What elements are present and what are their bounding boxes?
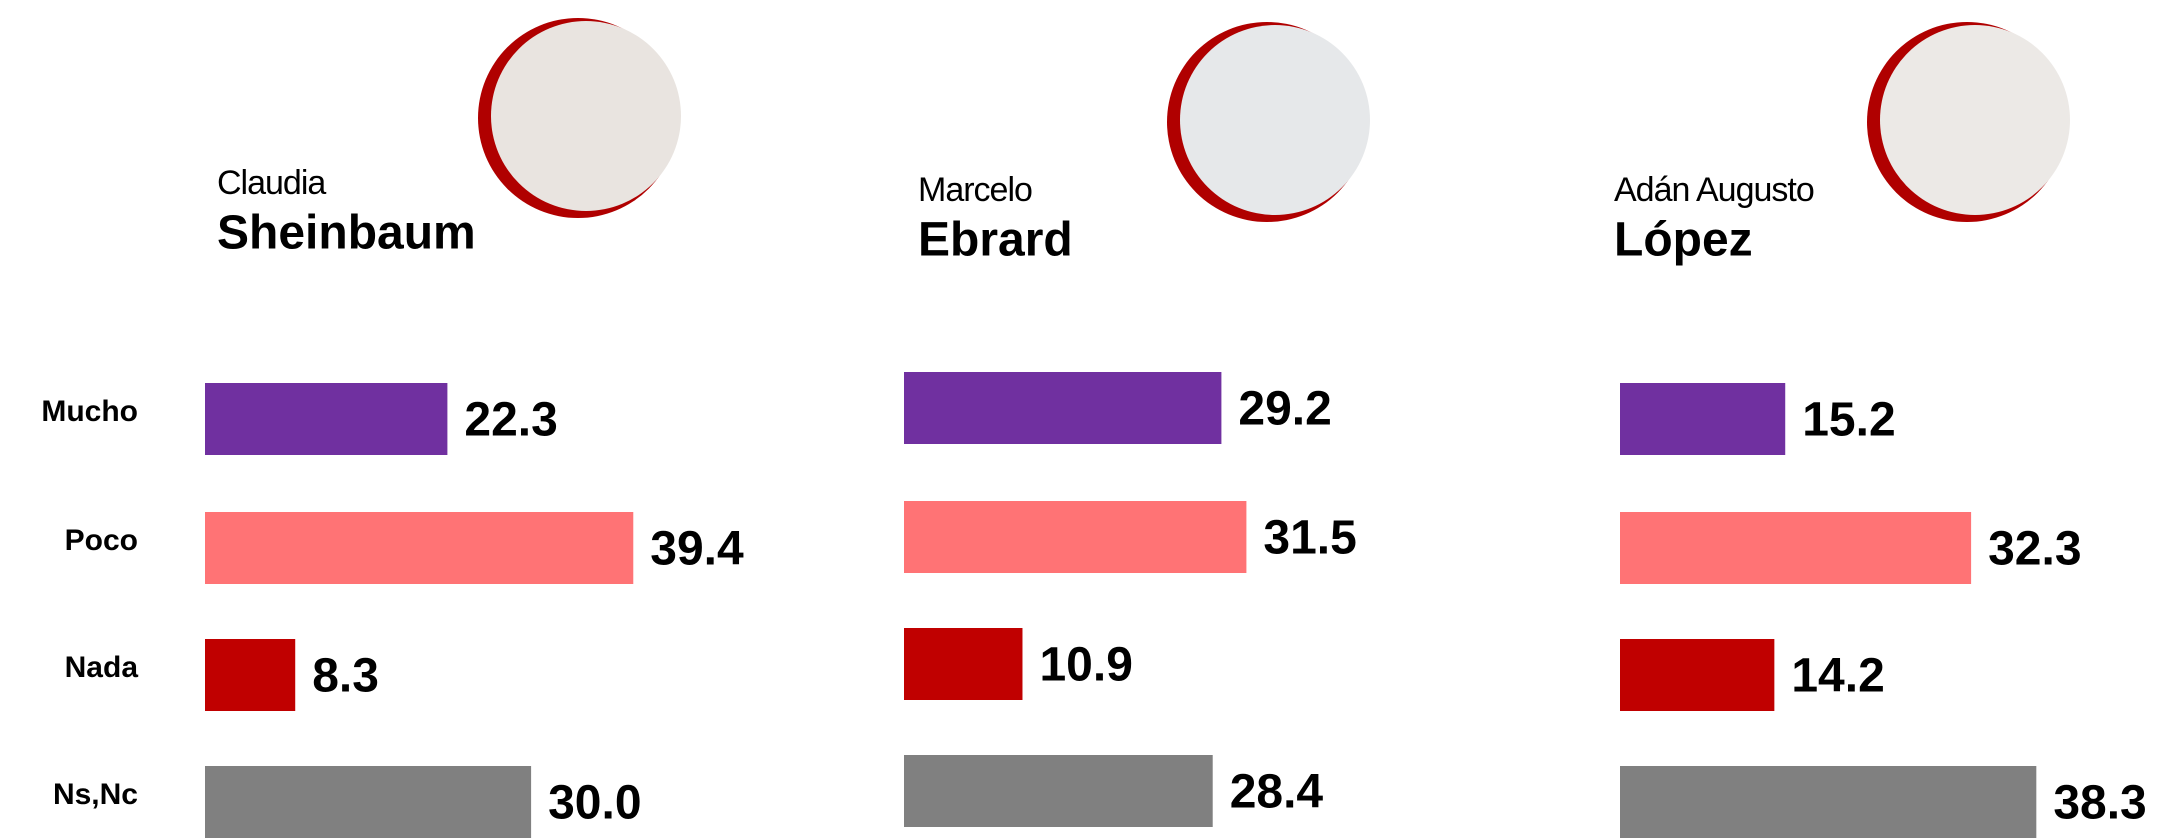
value-label: 38.3 xyxy=(2053,777,2146,830)
photo xyxy=(1167,22,1370,222)
first-name: Claudia xyxy=(217,164,326,202)
first-name: Adán Augusto xyxy=(1614,171,1814,209)
value-label: 14.2 xyxy=(1791,650,1884,703)
value-label: 15.2 xyxy=(1802,394,1895,447)
value-label: 30.0 xyxy=(548,777,641,830)
photo xyxy=(1867,22,2070,222)
last-name: Ebrard xyxy=(918,214,1073,267)
bar xyxy=(1620,512,1972,584)
bar xyxy=(904,372,1222,444)
photo xyxy=(478,18,681,218)
bar xyxy=(904,755,1213,827)
value-label: 28.4 xyxy=(1230,766,1324,819)
category-label: Mucho xyxy=(41,395,138,428)
value-label: 22.3 xyxy=(464,394,557,447)
value-label: 32.3 xyxy=(1988,523,2081,576)
last-name: Sheinbaum xyxy=(217,207,476,260)
value-label: 39.4 xyxy=(650,523,744,576)
bar xyxy=(904,501,1247,573)
value-label: 31.5 xyxy=(1263,512,1356,565)
bar xyxy=(205,383,448,455)
category-label: Poco xyxy=(65,524,138,557)
value-label: 8.3 xyxy=(312,650,379,703)
last-name: López xyxy=(1614,214,1753,267)
value-label: 10.9 xyxy=(1039,639,1132,692)
bar xyxy=(904,628,1023,700)
value-label: 29.2 xyxy=(1238,383,1331,436)
category-label: Ns,Nc xyxy=(53,778,138,811)
bar xyxy=(1620,383,1786,455)
bar xyxy=(1620,766,2037,838)
bar xyxy=(205,512,634,584)
category-label: Nada xyxy=(65,651,139,684)
bar xyxy=(205,766,532,838)
bar xyxy=(1620,639,1775,711)
first-name: Marcelo xyxy=(918,171,1032,209)
bar xyxy=(205,639,296,711)
